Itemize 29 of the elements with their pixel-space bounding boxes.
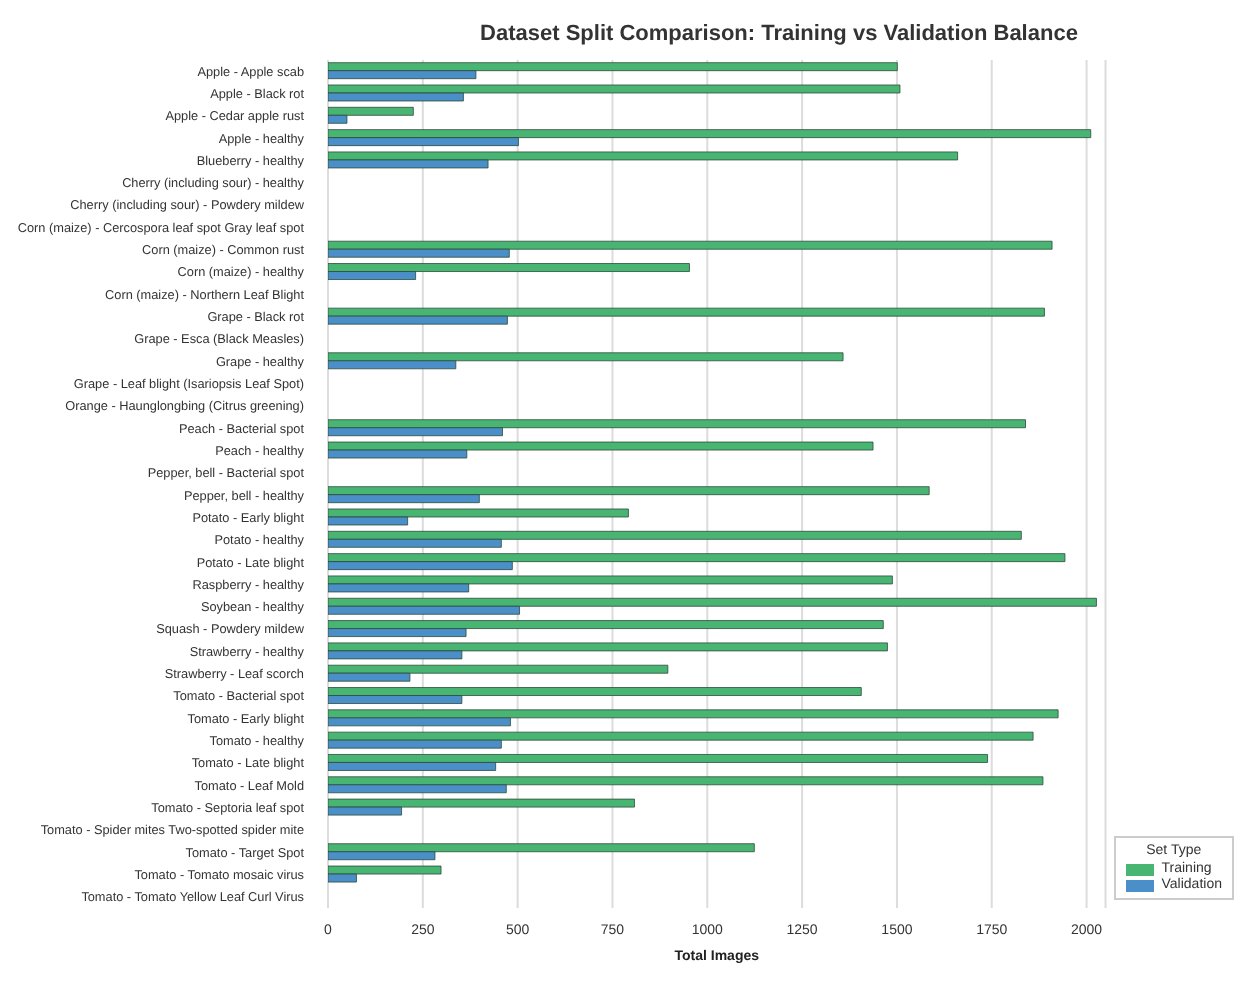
bar (328, 597, 1097, 607)
bar (328, 307, 1045, 317)
bar (328, 754, 988, 763)
bar (328, 419, 1026, 429)
bar (328, 263, 690, 272)
bar (328, 575, 893, 585)
bar (328, 642, 888, 652)
bar (328, 441, 874, 451)
bar (328, 843, 755, 853)
bar (328, 530, 1022, 540)
bar (328, 664, 669, 674)
bar (328, 620, 884, 629)
chart-title: Dataset Split Comparison: Training vs Validation Balance (478, 20, 1080, 50)
bar (328, 553, 1066, 563)
bar (328, 731, 1034, 741)
bar (328, 687, 862, 696)
bar (328, 709, 1059, 719)
bar (328, 798, 635, 808)
bar (328, 865, 442, 875)
bar (328, 776, 1044, 786)
bar (328, 486, 930, 496)
bar (328, 62, 898, 72)
bar (328, 352, 844, 362)
bar (328, 151, 959, 161)
bar (328, 508, 629, 518)
bar (328, 106, 414, 116)
bar (328, 129, 1092, 139)
bar (328, 84, 901, 94)
bar (328, 240, 1053, 250)
